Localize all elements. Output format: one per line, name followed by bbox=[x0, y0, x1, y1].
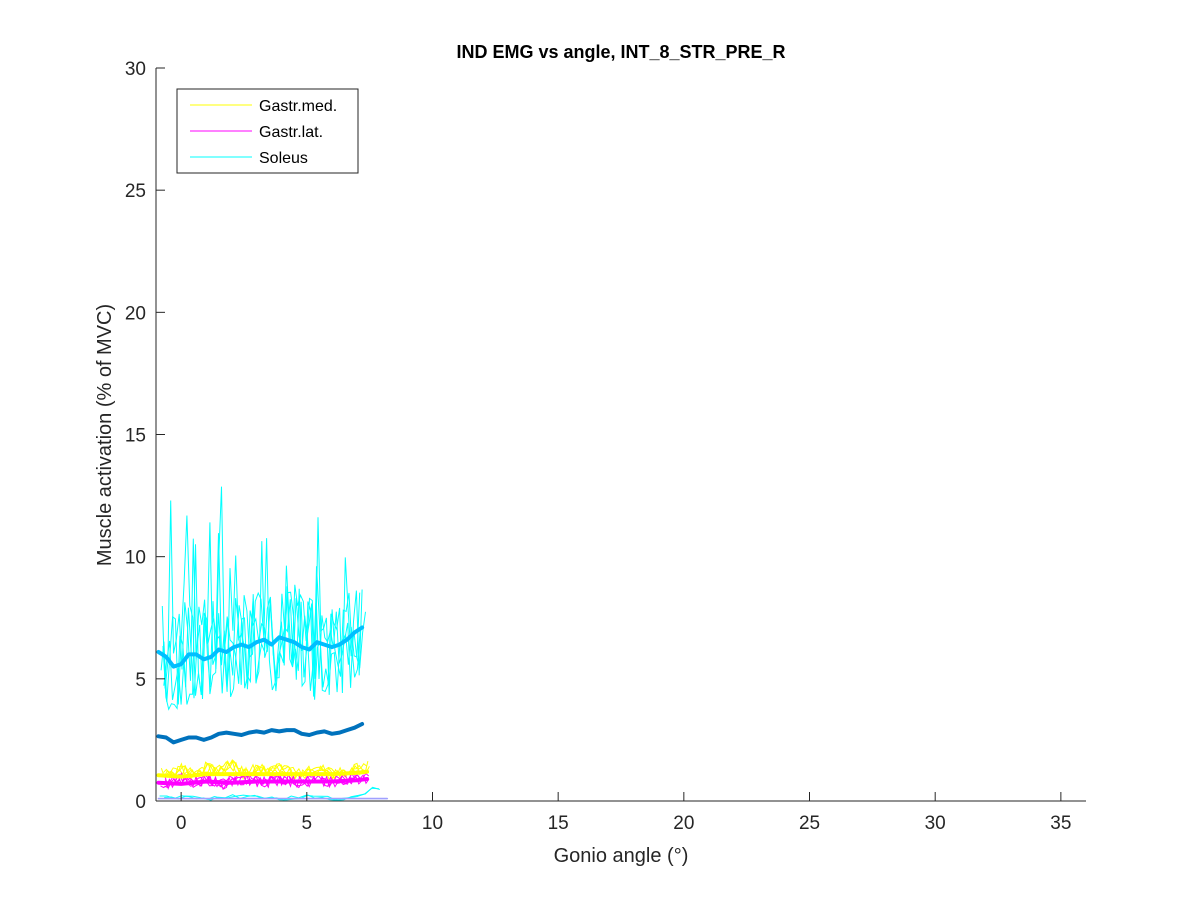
series-group bbox=[156, 777, 370, 786]
trial-line bbox=[164, 786, 380, 801]
x-tick-label: 35 bbox=[1050, 813, 1071, 834]
trial-line bbox=[160, 515, 363, 705]
y-tick-label: 0 bbox=[135, 792, 146, 813]
x-tick-label: 30 bbox=[925, 813, 946, 834]
y-axis-label: Muscle activation (% of MVC) bbox=[94, 304, 116, 566]
y-tick-label: 15 bbox=[125, 426, 146, 447]
x-tick-label: 5 bbox=[302, 813, 313, 834]
series-group bbox=[156, 625, 365, 669]
mean-line bbox=[156, 722, 365, 745]
legend-label: Gastr.lat. bbox=[259, 124, 323, 141]
mean-line bbox=[156, 625, 365, 669]
plot-area bbox=[156, 486, 388, 801]
y-tick-label: 25 bbox=[125, 181, 146, 202]
y-tick-label: 30 bbox=[125, 59, 146, 80]
y-tick-label: 20 bbox=[125, 303, 146, 324]
x-tick-label: 25 bbox=[799, 813, 820, 834]
legend-label: Soleus bbox=[259, 150, 308, 167]
trial-line bbox=[163, 486, 366, 705]
y-tick-label: 5 bbox=[135, 670, 146, 691]
mean-line bbox=[156, 777, 370, 786]
x-axis-label: Gonio angle (°) bbox=[554, 845, 689, 867]
x-tick-label: 10 bbox=[422, 813, 443, 834]
chart-title: IND EMG vs angle, INT_8_STR_PRE_R bbox=[456, 42, 785, 62]
x-tick-label: 20 bbox=[673, 813, 694, 834]
mean-line bbox=[156, 769, 370, 779]
y-tick-label: 10 bbox=[125, 548, 146, 569]
axes: 0 5 10 15 20 25 30 35 0 5 10 15 20 25 30 bbox=[125, 59, 1086, 834]
x-tick-label: 0 bbox=[176, 813, 187, 834]
legend-label: Gastr.med. bbox=[259, 98, 337, 115]
x-tick-label: 15 bbox=[548, 813, 569, 834]
series-group bbox=[156, 722, 365, 745]
series-group bbox=[156, 769, 370, 779]
legend: Gastr.med. Gastr.lat. Soleus bbox=[176, 88, 359, 174]
